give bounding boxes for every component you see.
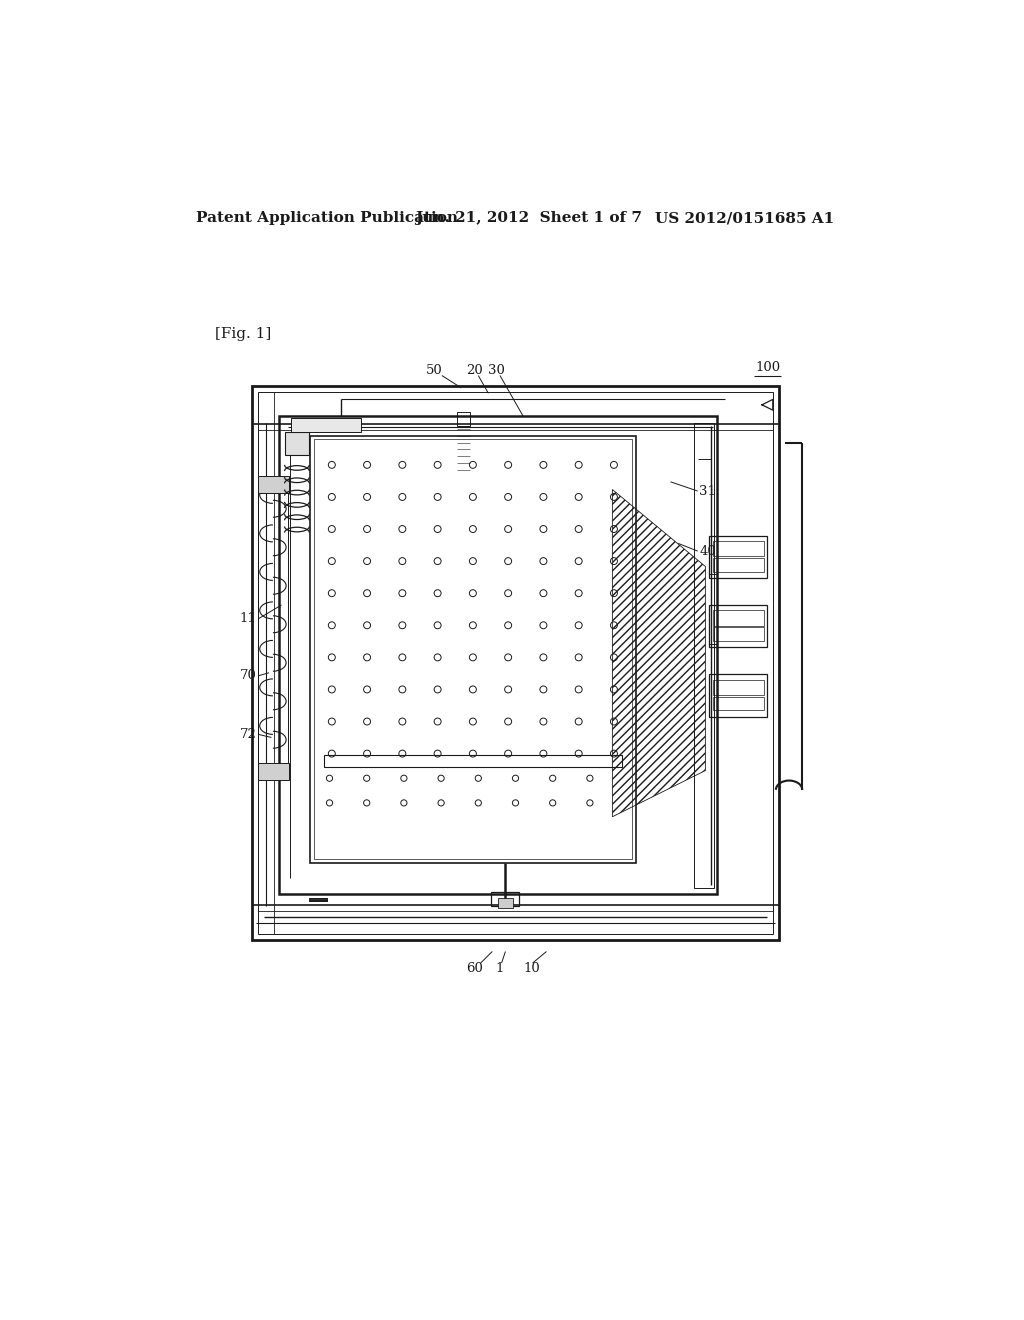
Bar xyxy=(258,763,289,780)
Bar xyxy=(280,416,717,894)
Bar xyxy=(492,892,519,906)
Text: Jun. 21, 2012  Sheet 1 of 7: Jun. 21, 2012 Sheet 1 of 7 xyxy=(415,211,642,226)
Bar xyxy=(458,412,470,425)
Bar xyxy=(710,675,767,717)
Bar xyxy=(252,385,779,940)
Bar xyxy=(258,392,773,933)
Bar xyxy=(291,418,360,432)
Bar xyxy=(258,478,288,771)
Bar xyxy=(710,605,767,647)
Bar xyxy=(713,627,764,642)
Bar xyxy=(285,432,309,455)
Bar xyxy=(713,541,764,557)
Bar xyxy=(693,422,714,887)
Text: US 2012/0151685 A1: US 2012/0151685 A1 xyxy=(655,211,835,226)
Bar xyxy=(713,558,764,572)
Text: Patent Application Publication: Patent Application Publication xyxy=(197,211,458,226)
Bar xyxy=(324,755,622,767)
Bar xyxy=(308,898,328,902)
Bar xyxy=(498,899,513,908)
Text: 40: 40 xyxy=(699,545,716,557)
Text: 20: 20 xyxy=(466,363,482,376)
Text: 70: 70 xyxy=(240,669,256,682)
Text: 10: 10 xyxy=(523,962,540,975)
Bar xyxy=(713,697,764,710)
Text: 11: 11 xyxy=(240,612,256,626)
Text: 72: 72 xyxy=(240,727,256,741)
Bar xyxy=(258,477,289,494)
Text: 50: 50 xyxy=(426,363,442,376)
Bar xyxy=(314,440,632,859)
Bar xyxy=(710,536,767,578)
Text: 30: 30 xyxy=(487,363,505,376)
Text: 1: 1 xyxy=(496,962,504,975)
Bar xyxy=(713,680,764,696)
Text: 100: 100 xyxy=(756,362,781,375)
Bar xyxy=(310,436,636,863)
Bar xyxy=(713,610,764,626)
Text: 60: 60 xyxy=(466,962,483,975)
Text: 31: 31 xyxy=(699,484,716,498)
Text: [Fig. 1]: [Fig. 1] xyxy=(215,327,271,341)
